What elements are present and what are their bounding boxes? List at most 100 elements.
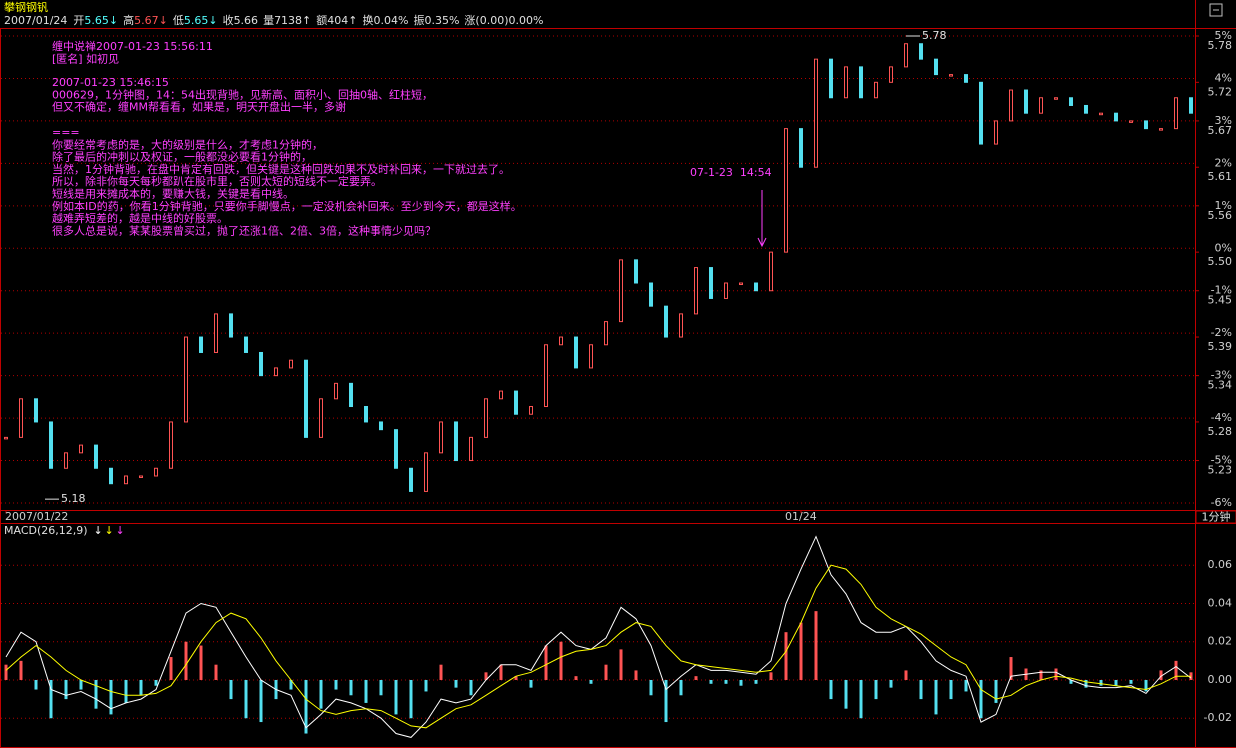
candle-up bbox=[214, 313, 218, 353]
histogram-down bbox=[424, 679, 428, 692]
candle-up bbox=[949, 74, 953, 77]
candle-up bbox=[1159, 128, 1163, 131]
header-label: 额 bbox=[316, 14, 327, 27]
candle-down bbox=[979, 81, 983, 145]
candle-down bbox=[1189, 97, 1193, 114]
candle-up bbox=[154, 467, 158, 477]
histogram-down bbox=[994, 679, 998, 703]
candle-up bbox=[124, 475, 128, 485]
histogram-down bbox=[889, 679, 893, 688]
histogram-down bbox=[1129, 679, 1133, 684]
candle-up bbox=[1009, 89, 1013, 122]
histogram-down bbox=[139, 679, 143, 696]
y2-tick-label: -1% bbox=[1211, 284, 1232, 297]
header-label: 振 bbox=[413, 13, 424, 27]
note-line: 缠中说禅2007-01-23 15:56:11 bbox=[52, 39, 213, 53]
note-line: 你要经常考虑的是，大的级别是什么，才考虑1分钟的， bbox=[52, 137, 323, 151]
y-tick-label: 5.78 bbox=[1208, 39, 1233, 52]
candle-down bbox=[1114, 112, 1118, 122]
y-tick-label: 0.00 bbox=[1208, 673, 1233, 686]
candle-down bbox=[709, 267, 713, 299]
candle-down bbox=[919, 43, 923, 60]
candle-up bbox=[79, 444, 83, 454]
candle-up bbox=[544, 344, 548, 408]
histogram-down bbox=[49, 679, 53, 719]
histogram-down bbox=[34, 679, 38, 690]
x-tick-label: 01/24 bbox=[785, 510, 817, 523]
header-label: 开 bbox=[73, 14, 84, 27]
candle-up bbox=[814, 58, 818, 168]
histogram-down bbox=[529, 679, 533, 688]
candle-up bbox=[994, 120, 998, 145]
candle-down bbox=[964, 74, 968, 83]
histogram-down bbox=[364, 679, 368, 703]
histogram-up bbox=[559, 641, 563, 680]
candle-up bbox=[499, 390, 503, 400]
y2-tick-label: -2% bbox=[1211, 326, 1232, 339]
candle-up bbox=[1099, 112, 1103, 116]
y-tick-label: 5.56 bbox=[1208, 209, 1233, 222]
candle-up bbox=[1174, 97, 1178, 130]
header-value: 0.04% bbox=[374, 14, 409, 27]
y2-tick-label: 1% bbox=[1215, 199, 1232, 212]
legend-arrow: ↓ bbox=[94, 524, 103, 537]
candle-up bbox=[694, 267, 698, 315]
histogram-down bbox=[709, 679, 713, 684]
header-value: 5.65↓ bbox=[84, 14, 118, 27]
note-line: 当然，1分钟背驰，在盘中肯定有回跌，但关键是这种回跌如果不及时补回来，一下就过去… bbox=[52, 162, 510, 176]
histogram-up bbox=[619, 649, 623, 680]
y-tick-label: 5.23 bbox=[1208, 464, 1233, 477]
histogram-up bbox=[1039, 670, 1043, 680]
header-label: 收 bbox=[223, 13, 234, 27]
note-line: 短线是用来摊成本的，要赚大钱，关键是看中线。 bbox=[52, 187, 294, 201]
candle-down bbox=[49, 421, 53, 469]
candle-down bbox=[409, 467, 413, 492]
icon-box bbox=[1209, 3, 1223, 17]
histogram-down bbox=[934, 679, 938, 715]
histogram-down bbox=[979, 679, 983, 719]
header-label: 换 bbox=[363, 13, 374, 27]
histogram-down bbox=[1069, 679, 1073, 684]
histogram-up bbox=[199, 645, 203, 680]
histogram-down bbox=[394, 679, 398, 715]
histogram-down bbox=[1114, 679, 1118, 686]
candle-down bbox=[349, 382, 353, 408]
histogram-up bbox=[4, 664, 8, 680]
histogram-up bbox=[634, 670, 638, 680]
histogram-down bbox=[94, 679, 98, 709]
y-tick-label: 5.45 bbox=[1208, 294, 1233, 307]
candle-up bbox=[679, 313, 683, 338]
histogram-down bbox=[964, 679, 968, 692]
histogram-up bbox=[544, 645, 548, 680]
candle-down bbox=[229, 313, 233, 338]
indicator-line bbox=[5, 535, 1192, 738]
y-tick-label: -0.02 bbox=[1204, 711, 1232, 724]
histogram-down bbox=[664, 679, 668, 723]
candle-down bbox=[1144, 120, 1148, 130]
candle-down bbox=[1069, 97, 1073, 106]
candle-up bbox=[604, 321, 608, 346]
histogram-up bbox=[1054, 668, 1058, 680]
histogram-up bbox=[19, 660, 23, 680]
histogram-down bbox=[334, 679, 338, 690]
histogram-up bbox=[1009, 657, 1013, 680]
header-value: 5.67↓ bbox=[134, 14, 168, 27]
header-label: 低 bbox=[173, 14, 184, 27]
y2-tick-label: -3% bbox=[1211, 369, 1232, 382]
header-value: 0.35% bbox=[424, 14, 459, 27]
y2-tick-label: 2% bbox=[1215, 156, 1232, 169]
histogram-down bbox=[649, 679, 653, 696]
note-line: 很多人总是说，某某股票曾买过，抛了还涨1倍、2倍、3倍，这种事情少见吗？ bbox=[52, 223, 436, 237]
candle-up bbox=[844, 66, 848, 99]
candle-up bbox=[739, 282, 743, 286]
y-tick-label: 5.61 bbox=[1208, 170, 1233, 183]
candle-up bbox=[169, 421, 173, 469]
histogram-up bbox=[439, 664, 443, 680]
candle-down bbox=[364, 406, 368, 423]
candle-down bbox=[934, 58, 938, 76]
candle-up bbox=[424, 452, 428, 492]
histogram-down bbox=[919, 679, 923, 700]
note-line: 例如本ID的药，你看1分钟背驰，只要你手脚慢点，一定没机会补回来。至少到今天，都… bbox=[52, 199, 522, 213]
histogram-down bbox=[229, 679, 233, 700]
histogram-up bbox=[184, 641, 188, 680]
